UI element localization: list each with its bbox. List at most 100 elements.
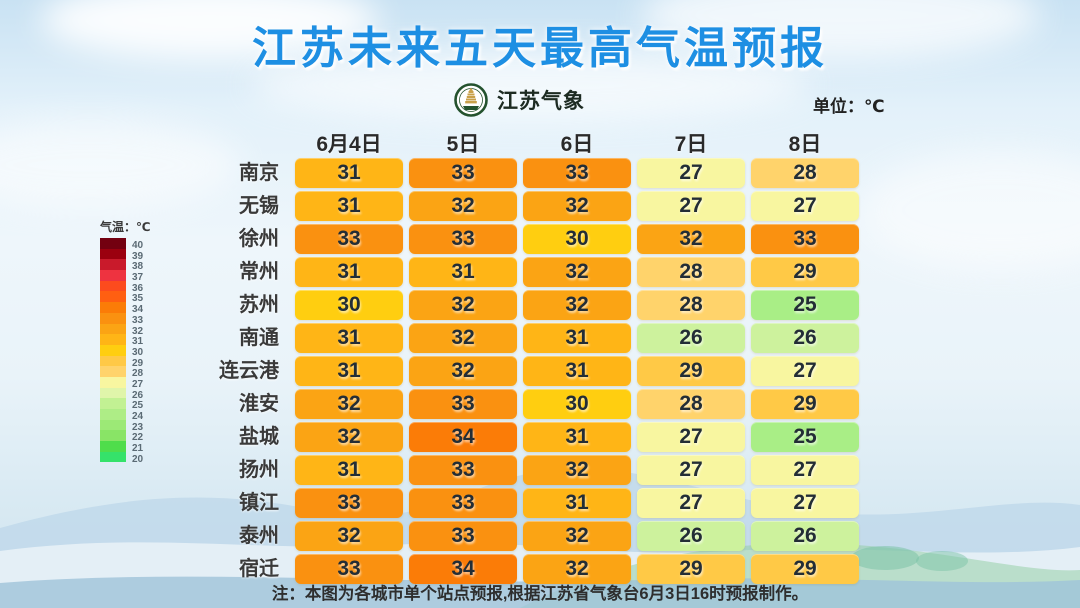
temperature-cell: 31 <box>295 356 403 386</box>
temperature-cell: 33 <box>409 488 517 518</box>
temperature-cell: 33 <box>295 488 403 518</box>
city-label: 宿迁 <box>239 558 279 580</box>
table-row: 南京 31 33 33 27 28 <box>195 158 859 188</box>
temperature-cell: 32 <box>523 554 631 584</box>
table-row: 常州 31 31 32 28 29 <box>195 257 859 287</box>
legend-temp-label: 33 <box>132 314 144 326</box>
table-row: 南通 31 32 31 26 26 <box>195 323 859 353</box>
legend-temp-label: 31 <box>132 336 144 348</box>
city-label: 苏州 <box>239 294 279 316</box>
city-label: 南通 <box>239 327 279 349</box>
legend-entry: 27 <box>100 376 190 390</box>
legend-color-swatch <box>100 387 126 399</box>
temperature-cell: 26 <box>751 521 859 551</box>
temperature-cell: 34 <box>409 422 517 452</box>
temperature-cell: 32 <box>409 191 517 221</box>
legend-entry: 34 <box>100 302 190 315</box>
legend-entry: 22 <box>100 430 190 444</box>
temperature-cell: 25 <box>751 422 859 452</box>
legend-color-swatch <box>100 398 126 409</box>
legend-color-swatch <box>100 419 126 431</box>
table-row: 宿迁 33 34 32 29 29 <box>195 554 859 584</box>
temperature-cell: 33 <box>523 158 631 188</box>
corner-spacer <box>195 128 289 158</box>
legend-entry: 20 <box>100 451 190 465</box>
legend-temp-label: 35 <box>132 293 144 305</box>
temperature-cell: 33 <box>409 158 517 188</box>
city-label: 泰州 <box>239 525 279 547</box>
temperature-cell: 32 <box>409 290 517 320</box>
temperature-cell: 32 <box>523 290 631 320</box>
legend-color-swatch <box>100 291 126 303</box>
temperature-cell: 29 <box>751 257 859 287</box>
temperature-cell: 32 <box>295 521 403 551</box>
legend-entry: 30 <box>100 344 190 358</box>
temperature-cell: 31 <box>523 356 631 386</box>
city-label: 淮安 <box>239 393 279 415</box>
table-row: 徐州 33 33 30 32 33 <box>195 224 859 254</box>
legend-temp-label: 22 <box>132 432 144 444</box>
temperature-cell: 31 <box>523 422 631 452</box>
date-column-header: 5日 <box>446 133 480 156</box>
legend-entry: 33 <box>100 312 190 326</box>
temperature-cell: 28 <box>637 257 745 287</box>
temperature-cell: 31 <box>295 158 403 188</box>
legend-color-swatch <box>100 451 126 463</box>
legend-entry: 36 <box>100 280 190 294</box>
temperature-cell: 32 <box>637 224 745 254</box>
temperature-cell: 27 <box>637 488 745 518</box>
forecast-table: 6月4日 5日 6日 7日 8日 南京 31 33 33 27 28 无锡 31 32 32 27 27 徐州 3… <box>195 128 859 587</box>
temperature-cell: 32 <box>523 257 631 287</box>
legend-temp-label: 23 <box>132 421 144 433</box>
temperature-cell: 27 <box>637 455 745 485</box>
legend-temp-label: 20 <box>132 453 144 465</box>
temperature-cell: 27 <box>751 488 859 518</box>
temperature-cell: 32 <box>523 191 631 221</box>
temperature-cell: 31 <box>295 191 403 221</box>
legend-entry: 26 <box>100 387 190 401</box>
page-title: 江苏未来五天最高气温预报 <box>252 24 828 73</box>
legend-color-swatch <box>100 441 126 452</box>
temperature-cell: 30 <box>523 224 631 254</box>
city-label: 连云港 <box>219 360 279 382</box>
temperature-cell: 29 <box>637 356 745 386</box>
legend-color-swatch <box>100 409 126 420</box>
legend-title: 气温：℃ <box>100 220 151 234</box>
table-row: 扬州 31 33 32 27 27 <box>195 455 859 485</box>
temperature-cell: 32 <box>409 323 517 353</box>
legend-items: 40 39 38 37 36 35 34 33 32 31 30 29 28 27 26 25 24 23 22 21… <box>100 238 190 465</box>
temperature-cell: 34 <box>409 554 517 584</box>
legend-entry: 21 <box>100 441 190 454</box>
legend-temp-label: 38 <box>132 261 144 273</box>
legend-entry: 28 <box>100 366 190 379</box>
pagoda-emblem-icon <box>454 83 488 117</box>
table-row: 淮安 32 33 30 28 29 <box>195 389 859 419</box>
temperature-cell: 31 <box>295 455 403 485</box>
temperature-cell: 27 <box>751 455 859 485</box>
temperature-cell: 33 <box>295 554 403 584</box>
temperature-cell: 29 <box>751 554 859 584</box>
legend-temp-label: 32 <box>132 325 144 337</box>
legend-color-swatch <box>100 280 126 292</box>
temperature-cell: 26 <box>637 323 745 353</box>
legend-entry: 24 <box>100 409 190 422</box>
legend-color-swatch <box>100 366 126 377</box>
temperature-cell: 30 <box>295 290 403 320</box>
temperature-cell: 29 <box>637 554 745 584</box>
legend-temp-label: 26 <box>132 389 144 401</box>
date-column-header: 7日 <box>674 133 708 156</box>
table-row: 盐城 32 34 31 27 25 <box>195 422 859 452</box>
temperature-cell: 32 <box>409 356 517 386</box>
legend-entry: 40 <box>100 238 190 251</box>
table-row: 连云港 31 32 31 29 27 <box>195 356 859 386</box>
legend-entry: 39 <box>100 248 190 262</box>
temperature-cell: 27 <box>637 422 745 452</box>
temperature-cell: 32 <box>295 389 403 419</box>
legend-temp-label: 39 <box>132 250 144 262</box>
city-label: 徐州 <box>239 228 279 250</box>
legend-color-swatch <box>100 238 126 249</box>
legend-entry: 35 <box>100 291 190 305</box>
temperature-cell: 32 <box>295 422 403 452</box>
city-label: 镇江 <box>239 492 279 514</box>
